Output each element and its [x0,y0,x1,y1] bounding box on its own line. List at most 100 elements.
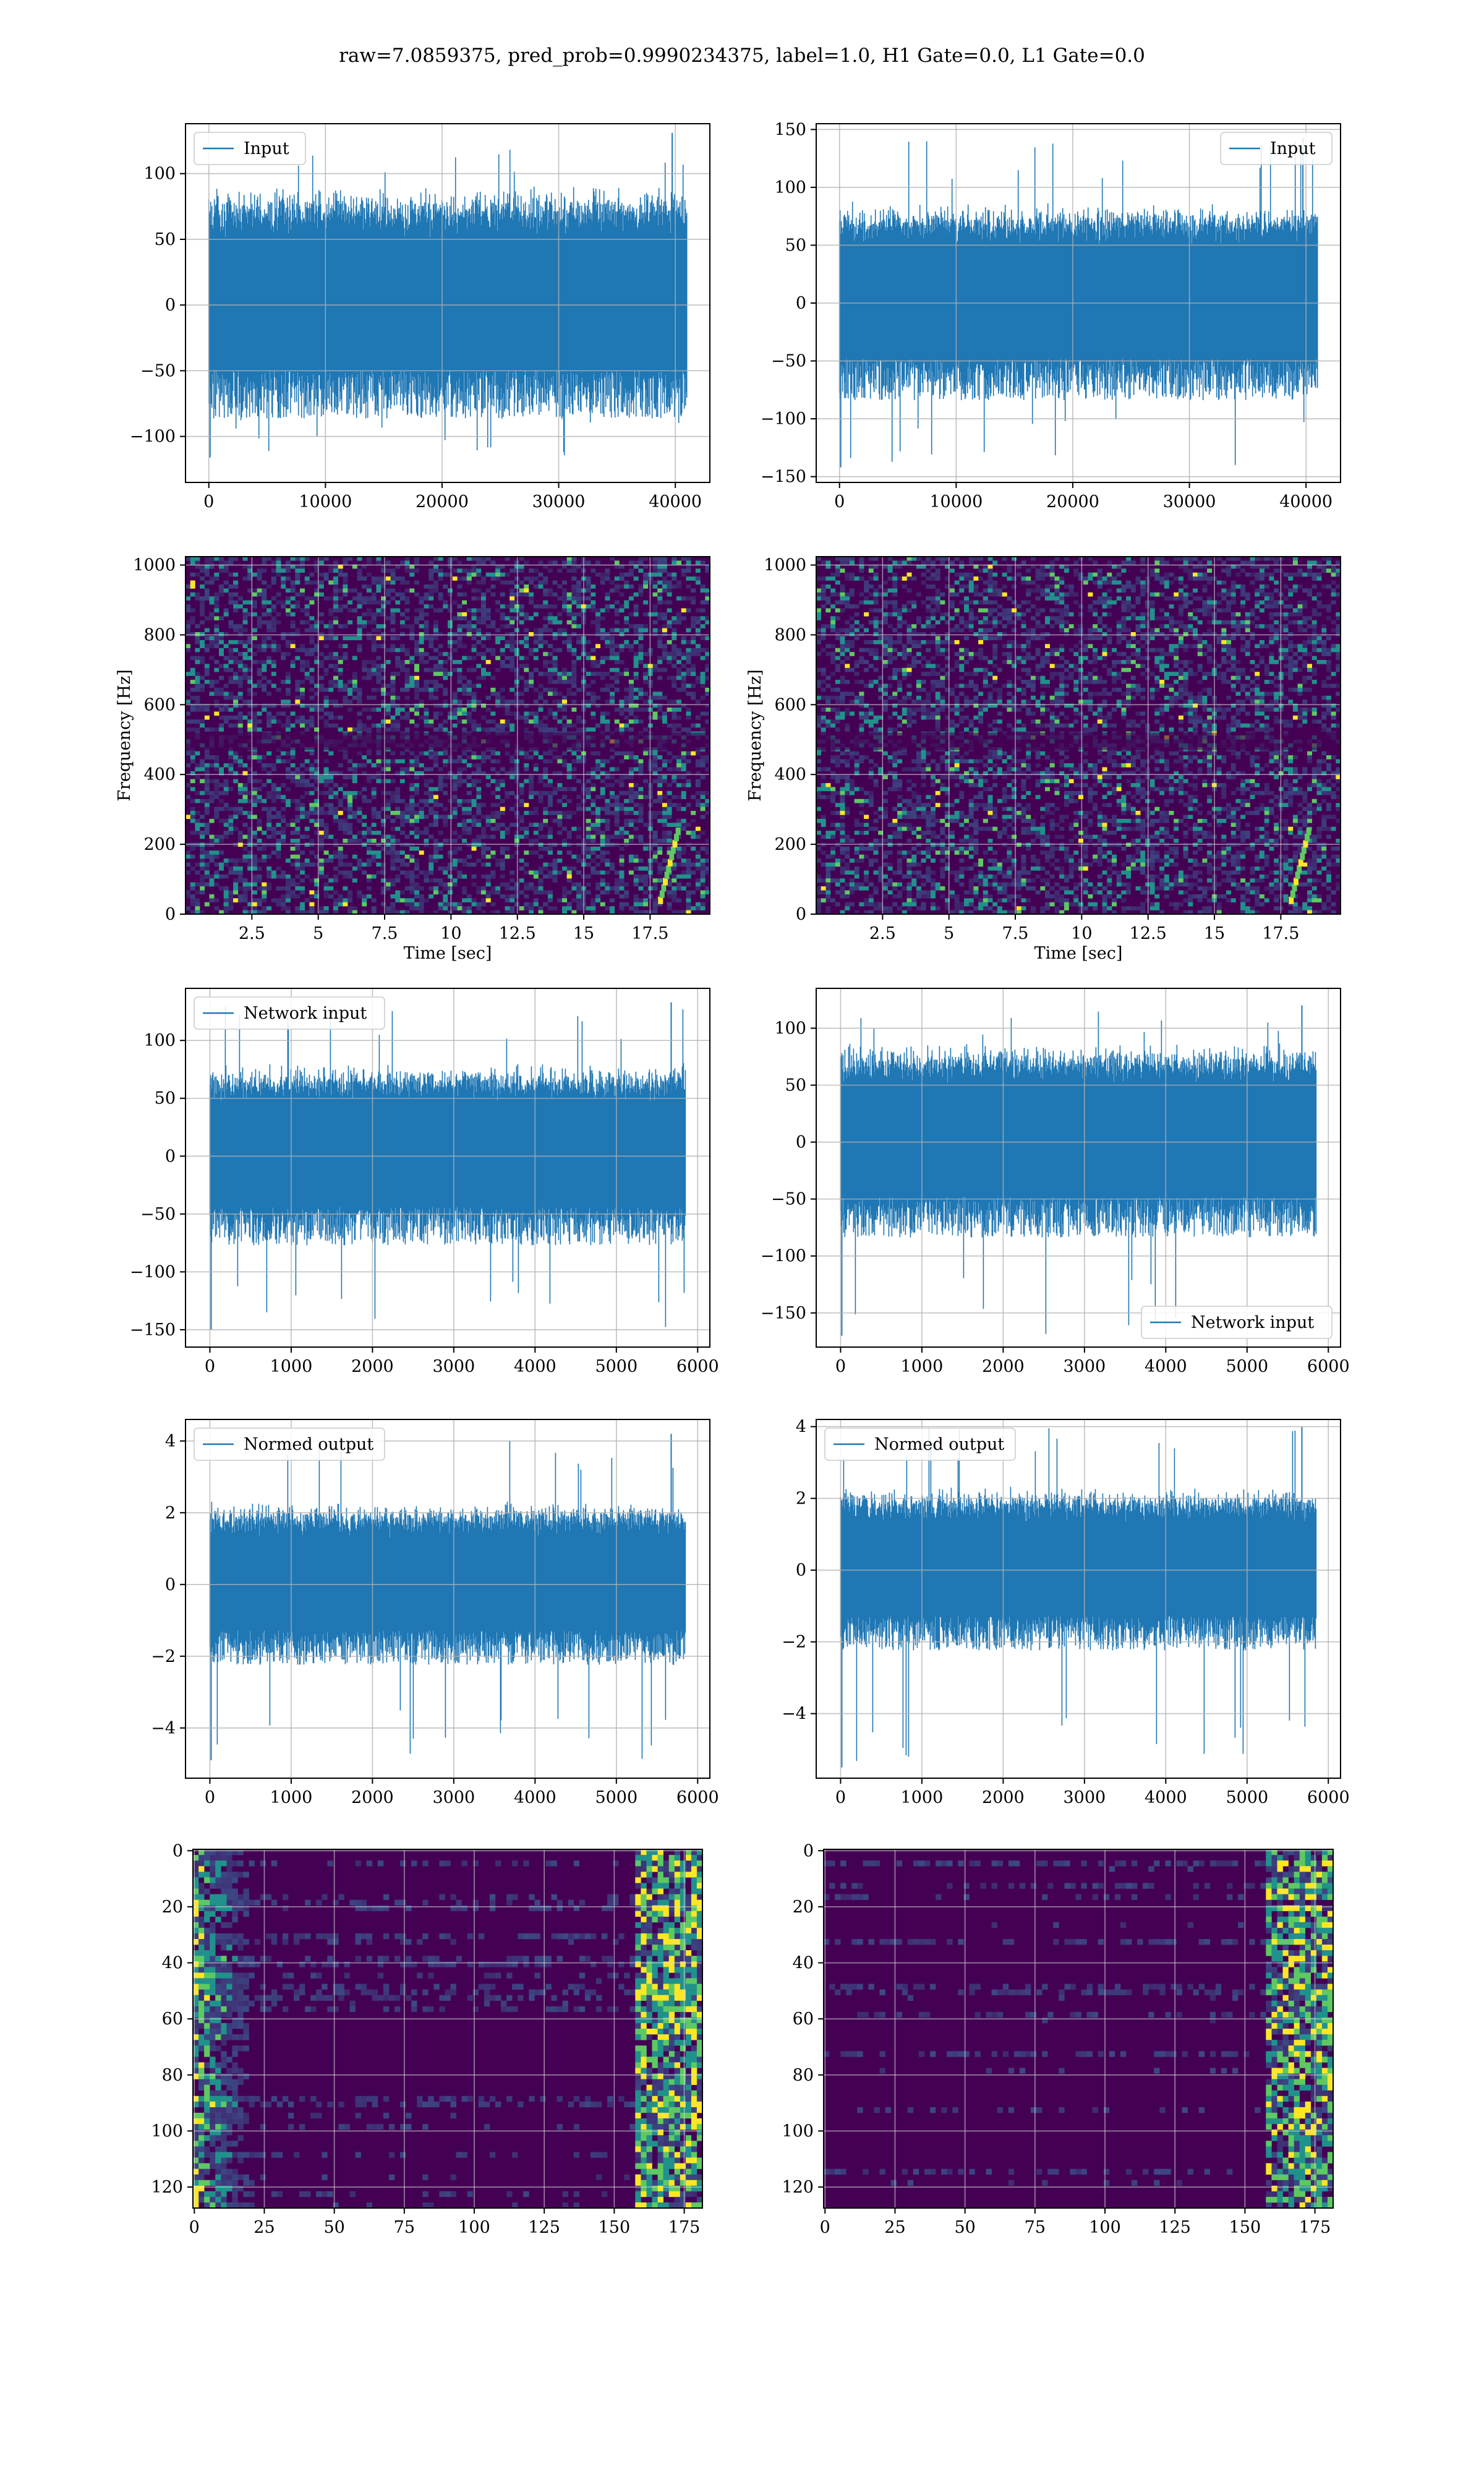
spectrogram-h1-cell [543,700,548,704]
spectrogram-h1-cell [214,763,220,768]
spectrogram-h1-cell [233,640,239,644]
spectrogram-h1-cell [247,576,253,581]
spectrogram-h1-cell [267,854,272,859]
spectrogram-h1-cell [371,580,377,585]
spectrogram-h1-cell [233,890,239,895]
spectrogram-h1-cell [409,874,415,879]
spectrogram-h1-cell [538,703,544,708]
spectrogram-h1-cell [257,839,262,843]
spectrogram-h1-cell [566,850,572,855]
spectrogram-h1-cell [514,672,519,676]
spectrogram-h1-cell [281,839,286,843]
spectrogram-h1-cell [281,818,286,823]
spectrogram-h1-cell [395,898,401,902]
spectrogram-h1-cell [524,886,529,891]
spectrogram-h1-cell [676,783,681,787]
spectrogram-h1-cell [223,874,229,879]
spectrogram-h1-cell [552,790,558,795]
spectrogram-h1-cell [376,560,382,565]
spectrogram-h1-cell [705,667,710,672]
spectrogram-h1-cell [304,612,310,617]
spectrogram-h1-cell [547,588,553,593]
spectrogram-h1-cell [281,711,286,716]
spectrogram-h1-cell [200,660,205,664]
spectrogram-h1-cell [490,803,496,807]
spectrogram-h1-cell [628,818,634,823]
spectrogram-h1-cell [672,644,677,648]
spectrogram-h1-cell [323,886,329,891]
spectrogram-h1-cell [448,604,453,609]
spectrogram-h1-cell [295,656,301,661]
spectrogram-h1-cell [628,727,634,732]
spectrogram-h1-cell [672,755,677,760]
spectrogram-h1-cell [576,715,582,720]
spectrogram-h1-cell [395,636,401,641]
spectrogram-h1-cell [443,700,448,704]
spectrogram-h1-cell [228,807,234,811]
spectrogram-h1-cell [352,588,357,593]
spectrogram-h1-cell [610,588,615,593]
spectrogram-h1-cell [290,878,296,883]
spectrogram-h1-cell [481,652,486,656]
spectrogram-h1-cell [333,620,338,625]
spectrogram-h1-cell [219,636,224,641]
spectrogram-h1-cell [605,775,610,779]
spectrogram-h1-cell [262,687,267,692]
spectrogram-h1-cell [448,886,453,891]
spectrogram-h1-cell [672,708,677,712]
spectrogram-l1-cell [1016,564,1021,569]
spectrogram-h1-cell [333,560,338,565]
spectrogram-h1-cell [276,811,281,815]
spectrogram-h1-cell [204,644,210,648]
spectrogram-h1-cell [300,592,305,597]
spectrogram-h1-cell [457,906,463,910]
spectrogram-l1-cell [1073,568,1079,573]
spectrogram-h1-cell [500,798,505,803]
spectrogram-h1-cell [257,874,262,879]
spectrogram-h1-cell [490,620,496,625]
spectrogram-h1-cell [605,818,610,823]
spectrogram-h1-cell [443,687,448,692]
spectrogram-h1-cell [219,708,224,712]
spectrogram-l1-cell [1154,557,1160,561]
spectrogram-h1-cell [657,656,663,661]
spectrogram-l1-cell [1245,572,1250,577]
spectrogram-l1-cell [1140,568,1146,573]
spectrogram-h1-cell [318,572,324,577]
spectrogram-h1-cell [200,644,205,648]
spectrogram-h1-cell [262,592,267,597]
spectrogram-h1-cell [200,708,205,712]
spectrogram-h1-cell [628,572,634,577]
spectrogram-h1-cell [505,640,510,644]
spectrogram-h1-cell [595,672,600,676]
spectrogram-h1-cell [409,680,415,684]
spectrogram-h1-cell [500,660,505,664]
spectrogram-h1-cell [643,652,649,656]
spectrogram-h1-cell [538,580,544,585]
spectrogram-h1-cell [586,604,591,609]
spectrogram-h1-cell [348,600,353,605]
spectrogram-h1-cell [209,580,215,585]
spectrogram-h1-cell [371,790,377,795]
spectrogram-l1-cell [1250,560,1255,565]
spectrogram-h1-cell [686,910,691,914]
spectrogram-h1-cell [404,695,410,700]
spectrogram-h1-cell [252,588,257,593]
spectrogram-h1-cell [366,886,372,891]
spectrogram-h1-cell [667,759,672,764]
spectrogram-h1-cell [695,862,701,867]
spectrogram-h1-cell [614,834,620,839]
spectrogram-h1-cell [495,771,501,776]
spectrogram-h1-cell [376,656,382,661]
spectrogram-h1-cell [262,831,267,835]
spectrogram-h1-cell [252,771,257,776]
spectrogram-h1-cell [328,751,334,756]
spectrogram-h1-cell [614,672,620,676]
spectrogram-h1-cell [633,803,639,807]
spectrogram-h1-cell [490,779,496,784]
spectrogram-h1-cell [557,783,563,787]
spectrogram-h1-cell [485,612,491,617]
spectrogram-h1-cell [366,831,372,835]
spectrogram-l1-cell [1054,576,1060,581]
spectrogram-h1-cell [348,680,353,684]
